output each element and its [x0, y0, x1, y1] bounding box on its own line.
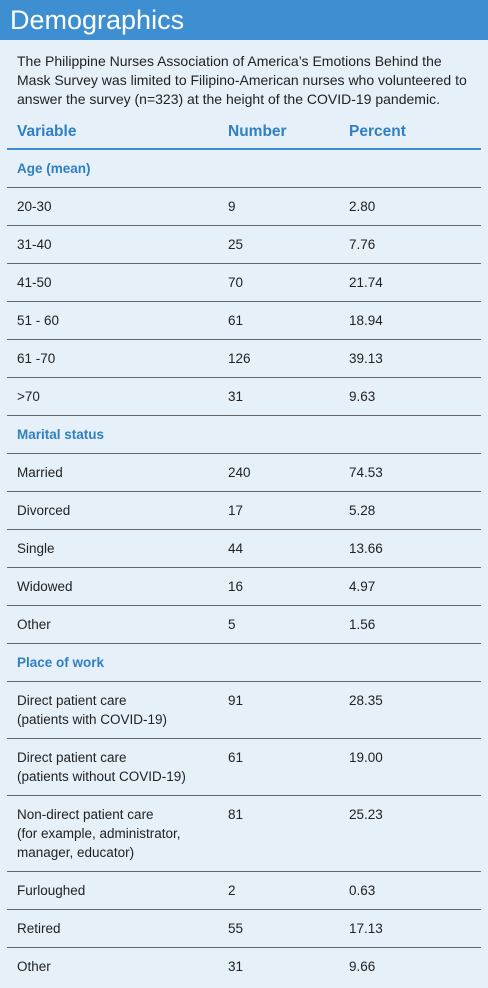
percent-cell: 13.66 [349, 541, 383, 556]
number-cell: 16 [228, 579, 244, 594]
number-cell: 70 [228, 275, 244, 290]
data-row: Other 5 1.56 [7, 606, 481, 644]
table: Variable Number Percent Age (mean) 20-30 9… [7, 118, 481, 985]
number-cell: 240 [228, 465, 251, 480]
header-cell: Percent [349, 123, 406, 140]
percent-cell: 25.23 [349, 807, 383, 822]
variable-cell: >70 [17, 389, 40, 404]
number-cell: 5 [228, 617, 236, 632]
percent-cell: 74.53 [349, 465, 383, 480]
data-row: Widowed 16 4.97 [7, 568, 481, 606]
percent-cell: 7.76 [349, 237, 376, 252]
percent-cell: 19.00 [349, 750, 383, 765]
data-row: 61 -70 126 39.13 [7, 340, 481, 378]
percent-cell: 2.80 [349, 199, 376, 214]
variable-cell: Divorced [17, 503, 71, 518]
number-cell: 17 [228, 503, 244, 518]
percent-cell: 9.63 [349, 389, 376, 404]
percent-cell: 17.13 [349, 921, 383, 936]
data-row: 41-50 70 21.74 [7, 264, 481, 302]
data-row: Divorced 17 5.28 [7, 492, 481, 530]
variable-cell: Single [17, 541, 55, 556]
variable-line: Non-direct patient care [17, 807, 154, 822]
number-cell: 44 [228, 541, 244, 556]
variable-line: Direct patient care [17, 750, 127, 765]
number-cell: 9 [228, 199, 236, 214]
number-cell: 31 [228, 959, 244, 974]
variable-cell: Furloughed [17, 883, 86, 898]
title: Demographics [0, 0, 488, 40]
section-title: Age (mean) [17, 161, 91, 176]
variable-cell: Non-direct patient care (for example, adm… [17, 805, 228, 862]
number-cell: 91 [228, 693, 244, 708]
percent-cell: 0.63 [349, 883, 376, 898]
header-cell: Number [228, 123, 287, 140]
variable-cell: 31-40 [17, 237, 52, 252]
variable-line: (patients with COVID-19) [17, 712, 168, 727]
variable-cell: Other [17, 617, 51, 632]
section-row: Place of work [7, 644, 481, 682]
number-cell: 25 [228, 237, 244, 252]
variable-cell: Widowed [17, 579, 73, 594]
data-row: Direct patient care (patients with COVID-… [7, 682, 481, 739]
data-row: 20-30 9 2.80 [7, 188, 481, 226]
data-row: Non-direct patient care (for example, adm… [7, 796, 481, 872]
number-cell: 61 [228, 750, 244, 765]
section-title: Marital status [17, 427, 105, 442]
variable-cell: 20-30 [17, 199, 52, 214]
variable-cell: Retired [17, 921, 61, 936]
number-cell: 55 [228, 921, 244, 936]
percent-cell: 21.74 [349, 275, 383, 290]
data-row: Married 240 74.53 [7, 454, 481, 492]
variable-line: manager, educator) [17, 845, 135, 860]
percent-cell: 39.13 [349, 351, 383, 366]
percent-cell: 28.35 [349, 693, 383, 708]
data-row: 51 - 60 61 18.94 [7, 302, 481, 340]
variable-line: (for example, administrator, [17, 826, 181, 841]
data-row: >70 31 9.63 [7, 378, 481, 416]
variable-cell: Direct patient care (patients without COV… [17, 748, 228, 786]
intro: The Philippine Nurses Association of Ame… [17, 53, 467, 107]
percent-cell: 9.66 [349, 959, 376, 974]
number-cell: 61 [228, 313, 244, 328]
section-row: Age (mean) [7, 150, 481, 188]
number-cell: 81 [228, 807, 244, 822]
data-row: Other 31 9.66 [7, 948, 481, 985]
variable-line: (patients without COVID-19) [17, 769, 186, 784]
variable-cell: Married [17, 465, 63, 480]
section-row: Marital status [7, 416, 481, 454]
data-row: Direct patient care (patients without COV… [7, 739, 481, 796]
number-cell: 31 [228, 389, 244, 404]
variable-cell: Direct patient care (patients with COVID-… [17, 691, 228, 729]
percent-cell: 4.97 [349, 579, 376, 594]
percent-cell: 18.94 [349, 313, 383, 328]
variable-cell: 61 -70 [17, 351, 56, 366]
header-cell: Variable [17, 123, 77, 140]
number-cell: 126 [228, 351, 251, 366]
percent-cell: 5.28 [349, 503, 376, 518]
data-row: Single 44 13.66 [7, 530, 481, 568]
data-row: 31-40 25 7.76 [7, 226, 481, 264]
percent-cell: 1.56 [349, 617, 376, 632]
data-row: Furloughed 2 0.63 [7, 872, 481, 910]
section-title: Place of work [17, 655, 105, 670]
header-row: Variable Number Percent [7, 118, 481, 150]
variable-cell: 41-50 [17, 275, 52, 290]
variable-line: Direct patient care [17, 693, 127, 708]
data-row: Retired 55 17.13 [7, 910, 481, 948]
number-cell: 2 [228, 883, 236, 898]
variable-cell: Other [17, 959, 51, 974]
variable-cell: 51 - 60 [17, 313, 60, 328]
